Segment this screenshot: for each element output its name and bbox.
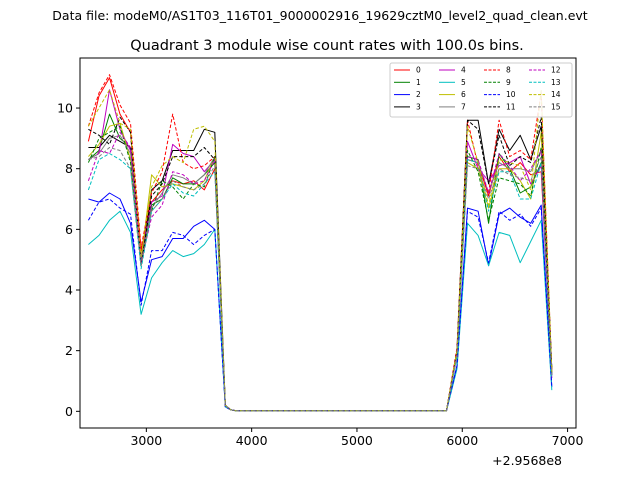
legend-box [389, 62, 573, 118]
legend-label-12: 12 [551, 66, 561, 75]
chart-title: Quadrant 3 module wise count rates with … [130, 38, 524, 54]
x-tick-label: 3000 [130, 433, 162, 448]
axes-frame [79, 57, 577, 429]
y-tick-label: 10 [57, 101, 73, 116]
y-tick-label: 2 [65, 343, 73, 358]
legend-label-2: 2 [416, 90, 421, 99]
x-tick-label: 6000 [446, 433, 478, 448]
series-line-14 [87, 89, 553, 412]
legend-label-5: 5 [461, 78, 466, 87]
legend-label-14: 14 [551, 90, 561, 99]
x-axis-offset-text: +2.9568e8 [492, 453, 562, 468]
x-tick-label: 7000 [552, 433, 584, 448]
series-line-12 [87, 131, 553, 412]
y-tick-label: 8 [65, 161, 73, 176]
series-line-13 [87, 153, 553, 412]
x-axis-ticks: 3000 4000 5000 6000 7000 [130, 428, 584, 448]
x-tick-label: 5000 [341, 433, 373, 448]
legend-label-1: 1 [416, 78, 421, 87]
series-line-11 [88, 116, 553, 412]
legend-label-7: 7 [461, 102, 466, 111]
y-tick-label: 6 [65, 222, 73, 237]
legend-label-6: 6 [461, 90, 466, 99]
y-tick-label: 4 [65, 283, 73, 298]
x-tick-label: 4000 [236, 433, 268, 448]
legend-label-4: 4 [461, 66, 466, 75]
series-line-15 [88, 147, 553, 412]
series-layer [87, 74, 553, 412]
legend-label-9: 9 [506, 78, 511, 87]
legend-label-11: 11 [506, 102, 516, 111]
legend-label-13: 13 [551, 78, 561, 87]
legend-label-3: 3 [416, 102, 421, 111]
series-line-10 [87, 198, 553, 412]
legend-label-15: 15 [551, 102, 561, 111]
figure-suptitle: Data file: modeM0/AS1T03_116T01_90000029… [52, 8, 587, 23]
legend-label-0: 0 [416, 66, 421, 75]
y-axis-ticks: 0 2 4 6 8 10 [57, 101, 80, 419]
legend-label-8: 8 [506, 66, 511, 75]
y-tick-label: 0 [65, 404, 73, 419]
legend-label-10: 10 [506, 90, 516, 99]
